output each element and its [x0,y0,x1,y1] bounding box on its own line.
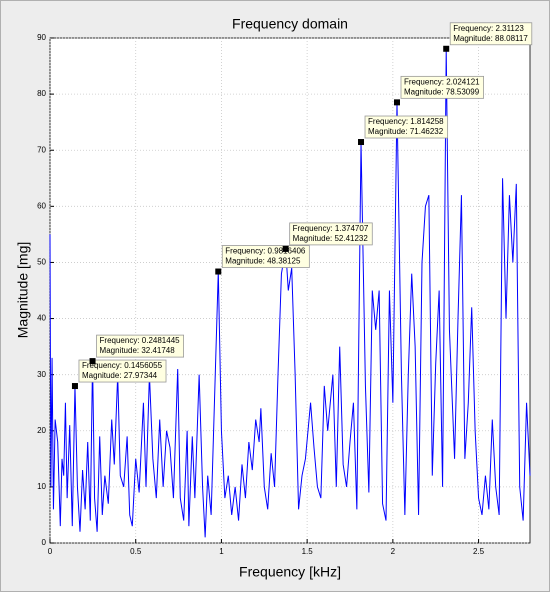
data-tip-text: Frequency: 1.814258 [368,117,444,126]
data-tip-text: Magnitude: 78.53099 [404,87,480,96]
data-tip-box [78,359,167,383]
y-tick-label: 50 [37,258,46,267]
data-tip-marker [393,99,400,106]
data-tip-marker [358,139,365,146]
chart-title: Frequency domain [232,16,348,32]
data-tip-text: Magnitude: 27.97344 [82,371,158,380]
data-tip-text: Magnitude: 48.38125 [225,257,301,266]
data-tip-box [449,22,533,46]
y-tick-label: 60 [37,201,46,210]
data-tip-text: Magnitude: 88.08117 [453,34,528,43]
data-tip-text: Frequency: 2.024121 [404,77,480,86]
data-tip-marker [71,383,78,390]
data-tip-box [289,222,373,246]
data-tip-text: Frequency: 0.2481445 [100,336,181,345]
x-tick-label: 0 [48,547,53,556]
y-tick-label: 0 [42,538,47,547]
x-tick-label: 0.5 [130,547,142,556]
y-tick-label: 40 [37,314,46,323]
x-tick-label: 2 [391,547,396,556]
y-tick-label: 70 [37,145,46,154]
data-tip-text: Magnitude: 32.41748 [100,346,176,355]
data-line [49,48,531,538]
data-tip-marker [89,358,96,365]
x-tick-label: 1.5 [302,547,314,556]
data-tip-box [96,334,185,358]
data-tip-text: Frequency: 0.9816406 [225,247,306,256]
y-axis-label: Magnitude [mg] [15,242,31,339]
data-tip-text: Magnitude: 71.46232 [368,127,444,136]
data-tip-text: Frequency: 0.1456055 [82,361,163,370]
data-tip-box [364,115,449,139]
y-tick-label: 30 [37,370,46,379]
data-tip-marker [282,245,289,252]
data-tip-marker [443,45,450,52]
data-tip-text: Frequency: 1.374707 [293,224,369,233]
y-tick-label: 80 [37,89,46,98]
x-tick-label: 1 [219,547,224,556]
y-tick-label: 90 [37,33,46,42]
y-tick-label: 20 [37,426,46,435]
data-tip-marker [215,268,222,275]
plot-area [49,37,531,544]
data-tip-text: Magnitude: 52.41232 [293,234,369,243]
x-tick-label: 2.5 [473,547,485,556]
x-axis-label: Frequency [kHz] [239,564,341,580]
y-tick-label: 10 [37,482,46,491]
data-tip-text: Frequency: 2.31123 [453,24,524,33]
data-tip-box [400,75,485,99]
